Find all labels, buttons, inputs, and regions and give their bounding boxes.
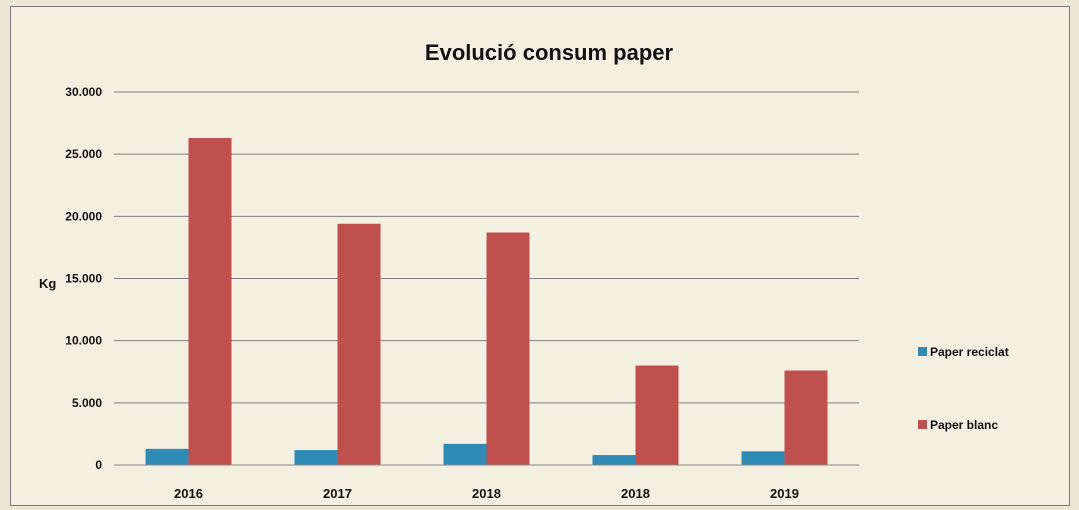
- y-axis-label: Kg: [39, 276, 56, 291]
- y-tick-label: 15.000: [65, 272, 102, 286]
- y-tick-label: 20.000: [65, 209, 102, 223]
- bar-paper-reciclat: [294, 450, 338, 465]
- x-tick-label: 2017: [323, 486, 352, 501]
- y-tick-label: 30.000: [65, 85, 102, 99]
- x-axis-ticks: 2016 2017 2018 2018 2019: [174, 486, 799, 501]
- bar-paper-reciclat: [145, 448, 189, 465]
- bar-paper-reciclat: [592, 455, 636, 465]
- x-tick-label: 2018: [621, 486, 650, 501]
- legend-label: Paper blanc: [930, 418, 998, 432]
- bar-paper-blanc: [337, 223, 381, 465]
- bars: [145, 138, 828, 465]
- chart-title: Evolució consum paper: [425, 40, 674, 65]
- bar-chart: Evolució consum paper Kg 0 5.000 10.000 15.…: [39, 40, 1009, 501]
- y-tick-label: 5.000: [72, 396, 102, 410]
- bar-paper-blanc: [486, 232, 530, 465]
- x-tick-label: 2019: [770, 486, 799, 501]
- y-axis-ticks: 0 5.000 10.000 15.000 20.000 25.000 30.000: [65, 85, 102, 472]
- x-tick-label: 2016: [174, 486, 203, 501]
- y-tick-label: 25.000: [65, 147, 102, 161]
- y-tick-label: 10.000: [65, 334, 102, 348]
- legend-swatch: [918, 347, 927, 356]
- x-tick-label: 2018: [472, 486, 501, 501]
- legend-label: Paper reciclat: [930, 345, 1009, 359]
- bar-paper-reciclat: [443, 443, 487, 465]
- bar-paper-blanc: [635, 365, 679, 465]
- chart-frame: Evolució consum paper Kg 0 5.000 10.000 15.…: [10, 6, 1070, 506]
- bar-paper-blanc: [784, 370, 828, 465]
- bar-paper-reciclat: [741, 451, 785, 465]
- legend: Paper reciclat Paper blanc: [918, 345, 1009, 432]
- y-tick-label: 0: [95, 458, 102, 472]
- legend-swatch: [918, 420, 927, 429]
- bar-paper-blanc: [188, 138, 232, 465]
